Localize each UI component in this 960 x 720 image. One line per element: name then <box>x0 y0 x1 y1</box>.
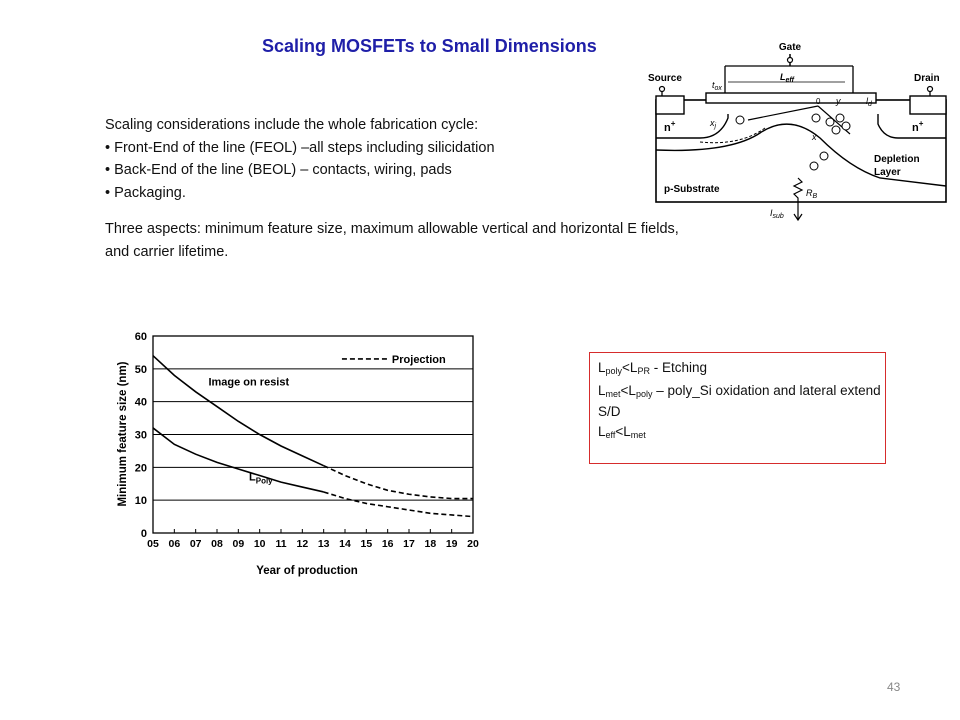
feature-size-chart: 0 10 20 30 40 50 60 05 06 07 08 09 10 11 12 13 14 15 16 17 1… <box>117 331 479 577</box>
y-tick-label: 60 <box>135 331 147 343</box>
bullet-packaging: • Packaging. <box>105 184 186 201</box>
x-tick-label: 14 <box>339 538 351 550</box>
layer-label: Layer <box>874 167 901 178</box>
origin-label: 0 <box>816 97 821 106</box>
drain-label: Drain <box>914 73 940 84</box>
series-label-lpoly: LPoly <box>249 471 273 485</box>
x-tick-label: 07 <box>190 538 202 550</box>
y-tick-label: 30 <box>135 430 147 442</box>
page-number: 43 <box>887 680 901 694</box>
y-tick-label: 10 <box>135 495 147 507</box>
y-tick-label: 40 <box>135 397 147 409</box>
series-label-image-on-resist: Image on resist <box>208 376 289 388</box>
series-solid-line <box>152 355 325 467</box>
dimension-relations-box: Lpoly<LPR - Etching Lmet<Lpoly – poly_Si… <box>589 352 886 464</box>
x-tick-label: 18 <box>424 538 436 550</box>
x-tick-label: 17 <box>403 538 415 550</box>
n-plus-left-label: n+ <box>664 119 676 134</box>
aspects-line-2: and carrier lifetime. <box>105 243 229 260</box>
relation-line-3: Leff<Lmet <box>598 424 646 440</box>
bullet-feol: • Front-End of the line (FEOL) –all step… <box>105 139 495 156</box>
chart-y-axis-title: Minimum feature size (nm) <box>117 361 129 506</box>
aspects-line-1: Three aspects: minimum feature size, max… <box>105 221 679 237</box>
substrate-label: p-Substrate <box>664 184 720 195</box>
source-label: Source <box>648 73 682 84</box>
depletion-label: Depletion <box>874 154 920 165</box>
relation-line-2: Lmet<Lpoly – poly_Si oxidation and later… <box>598 383 881 419</box>
n-plus-right-label: n+ <box>912 119 924 134</box>
x-axis-label: x <box>811 132 817 142</box>
series-dashed-line <box>323 491 474 518</box>
y-tick-label: 0 <box>141 528 147 540</box>
y-tick-label: 50 <box>135 364 147 376</box>
x-tick-label: 20 <box>467 538 479 550</box>
x-tick-label: 13 <box>318 538 330 550</box>
xj-label: xj <box>709 118 717 130</box>
y-tick-label: 20 <box>135 462 147 474</box>
chart-x-axis-title: Year of production <box>256 565 358 577</box>
intro-text: Scaling considerations include the whole… <box>105 114 825 263</box>
x-tick-label: 06 <box>168 538 180 550</box>
x-tick-label: 05 <box>147 538 159 550</box>
x-tick-label: 19 <box>446 538 458 550</box>
tox-label: tox <box>712 80 722 92</box>
x-tick-label: 10 <box>254 538 266 550</box>
series-solid-line <box>152 427 324 493</box>
isub-label: Isub <box>770 208 784 220</box>
x-tick-label: 11 <box>275 538 286 550</box>
leff-label: Leff <box>780 72 795 84</box>
x-tick-label: 15 <box>360 538 372 550</box>
bullet-beol: • Back-End of the line (BEOL) – contacts… <box>105 162 452 178</box>
slide-title: Scaling MOSFETs to Small Dimensions <box>262 36 597 56</box>
x-tick-label: 16 <box>382 538 394 550</box>
series-dashed-line <box>323 464 473 500</box>
mosfet-cross-section-diagram: Gate Source Drain n+ n+ tox Leff xj 0 y … <box>648 42 947 222</box>
x-tick-label: 08 <box>211 538 223 550</box>
intro-lead: Scaling considerations include the whole… <box>105 117 479 133</box>
rb-label: RB <box>806 188 818 200</box>
legend-label-projection: Projection <box>392 354 446 366</box>
gate-label: Gate <box>779 42 802 53</box>
y-axis-label: y <box>835 96 841 106</box>
x-tick-label: 09 <box>232 538 244 550</box>
ld-label: ld <box>866 96 873 108</box>
relation-line-1: Lpoly<LPR - Etching <box>598 360 707 376</box>
x-tick-label: 12 <box>296 538 308 550</box>
